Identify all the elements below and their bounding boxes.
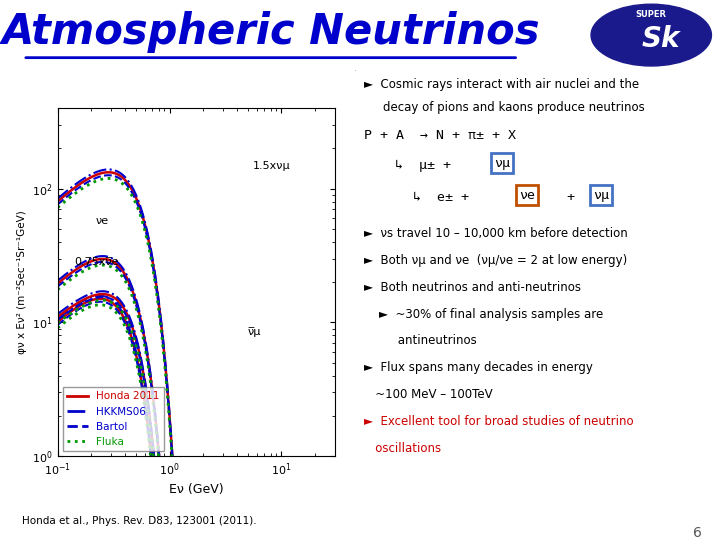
Text: 1.5xνμ: 1.5xνμ (252, 161, 290, 171)
Text: ~100 MeV – 100TeV: ~100 MeV – 100TeV (364, 388, 492, 401)
Text: Atmospheric Neutrinos: Atmospheric Neutrinos (1, 11, 540, 53)
Legend: Honda 2011, HKKMS06, Bartol, Fluka: Honda 2011, HKKMS06, Bartol, Fluka (63, 387, 163, 451)
Text: SUPER: SUPER (636, 10, 667, 18)
Text: νe: νe (96, 217, 109, 226)
Text: 0.75xν̅e: 0.75xν̅e (74, 256, 119, 267)
X-axis label: Eν (GeV): Eν (GeV) (169, 483, 223, 496)
Circle shape (591, 4, 711, 66)
Y-axis label: φν x Eν² (m⁻²Sec⁻¹Sr⁻¹GeV): φν x Eν² (m⁻²Sec⁻¹Sr⁻¹GeV) (17, 210, 27, 354)
Text: ►  Cosmic rays interact with air nuclei and the: ► Cosmic rays interact with air nuclei a… (364, 78, 639, 91)
Text: decay of pions and kaons produce neutrinos: decay of pions and kaons produce neutrin… (383, 101, 644, 114)
Text: oscillations: oscillations (364, 442, 441, 455)
Text: +: + (567, 191, 575, 204)
Text: ►  Flux spans many decades in energy: ► Flux spans many decades in energy (364, 361, 593, 374)
Text: Sk: Sk (642, 25, 680, 52)
Text: ►  νs travel 10 – 10,000 km before detection: ► νs travel 10 – 10,000 km before detect… (364, 227, 627, 240)
Text: Honda et al., Phys. Rev. D83, 123001 (2011).: Honda et al., Phys. Rev. D83, 123001 (20… (22, 516, 256, 526)
Text: ►  Excellent tool for broad studies of neutrino: ► Excellent tool for broad studies of ne… (364, 415, 633, 428)
Text: νμ: νμ (494, 157, 510, 170)
Text: ν̅μ: ν̅μ (248, 327, 261, 338)
Text: ►  ~30% of final analysis samples are: ► ~30% of final analysis samples are (364, 308, 603, 321)
Text: ↳  μ± +: ↳ μ± + (395, 159, 451, 172)
Text: 6: 6 (693, 526, 702, 540)
Text: antineutrinos: antineutrinos (364, 334, 477, 347)
Text: ►  Both νμ and νe  (νμ/νe = 2 at low energy): ► Both νμ and νe (νμ/νe = 2 at low energ… (364, 254, 627, 267)
Text: νμ: νμ (593, 188, 609, 201)
Text: ↳  e± +: ↳ e± + (413, 191, 469, 204)
Text: P + A  → N + π± + X: P + A → N + π± + X (364, 129, 516, 142)
Text: νe: νe (519, 188, 535, 201)
Text: ►  Both neutrinos and anti-neutrinos: ► Both neutrinos and anti-neutrinos (364, 281, 580, 294)
